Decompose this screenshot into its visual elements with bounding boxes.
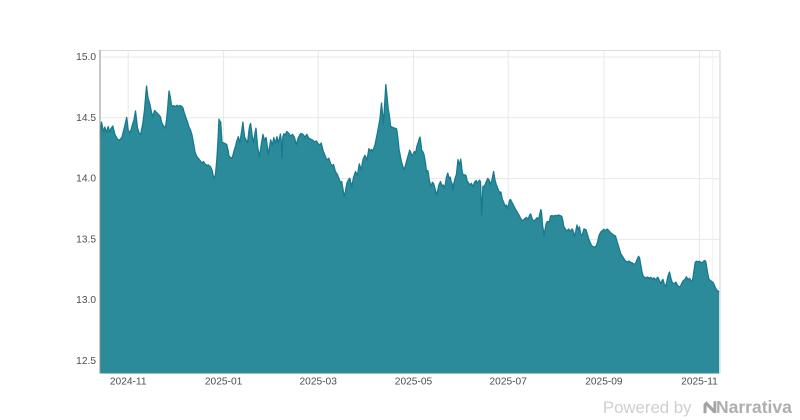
svg-text:13.0: 13.0 [76,295,96,306]
svg-text:13.5: 13.5 [76,234,96,245]
svg-text:2025-03: 2025-03 [300,377,338,388]
svg-text:15.0: 15.0 [76,52,96,63]
svg-text:Narrativa: Narrativa [716,397,792,417]
svg-text:14.0: 14.0 [76,174,96,185]
svg-text:2025-11: 2025-11 [681,377,718,388]
svg-text:2024-11: 2024-11 [110,377,147,388]
svg-text:2025-09: 2025-09 [585,377,623,388]
svg-text:12.5: 12.5 [76,356,96,367]
svg-text:2025-01: 2025-01 [205,377,243,388]
svg-text:2025-05: 2025-05 [395,377,433,388]
svg-text:2025-07: 2025-07 [490,377,528,388]
svg-text:Powered by: Powered by [603,398,692,417]
svg-text:14.5: 14.5 [76,113,96,124]
